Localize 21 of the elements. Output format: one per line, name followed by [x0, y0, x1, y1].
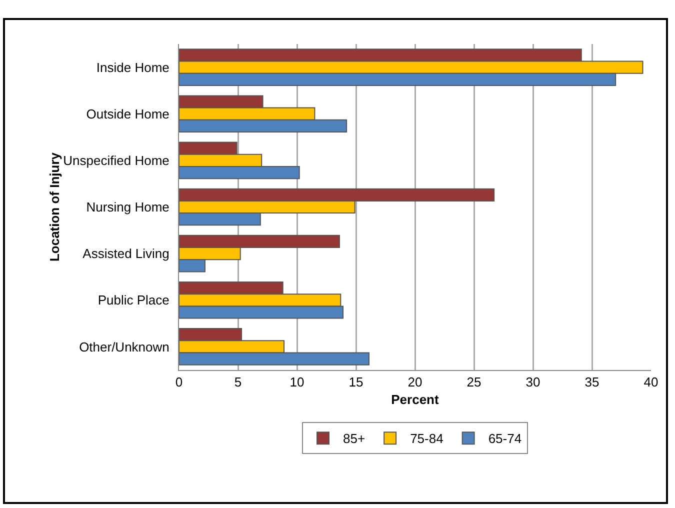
x-tick-label: 15 — [348, 374, 364, 390]
x-tick-label: 5 — [234, 374, 242, 390]
y-tick-label: Inside Home — [96, 60, 170, 75]
x-tick-label: 0 — [175, 374, 183, 390]
x-tick-label: 30 — [526, 374, 540, 390]
y-tick-label: Outside Home — [86, 106, 170, 122]
legend-label: 75-84 — [410, 431, 444, 446]
x-tick-label: 25 — [466, 374, 482, 390]
y-axis-title: Location of Injury — [47, 152, 62, 262]
x-tick-label: 40 — [644, 374, 658, 390]
y-tick-label: Other/Unknown — [79, 339, 170, 354]
x-tick-label: 20 — [408, 374, 422, 390]
x-tick-label: 35 — [584, 374, 600, 390]
y-tick-label: Assisted Living — [82, 246, 170, 262]
legend-label: 85+ — [343, 431, 366, 446]
y-tick-label: Unspecified Home — [63, 152, 170, 168]
y-tick-label: Nursing Home — [86, 200, 170, 215]
y-tick-label: Public Place — [98, 292, 170, 308]
x-tick-label: 10 — [290, 374, 304, 390]
legend-label: 65-74 — [488, 431, 522, 446]
x-axis-title: Percent — [391, 392, 440, 408]
